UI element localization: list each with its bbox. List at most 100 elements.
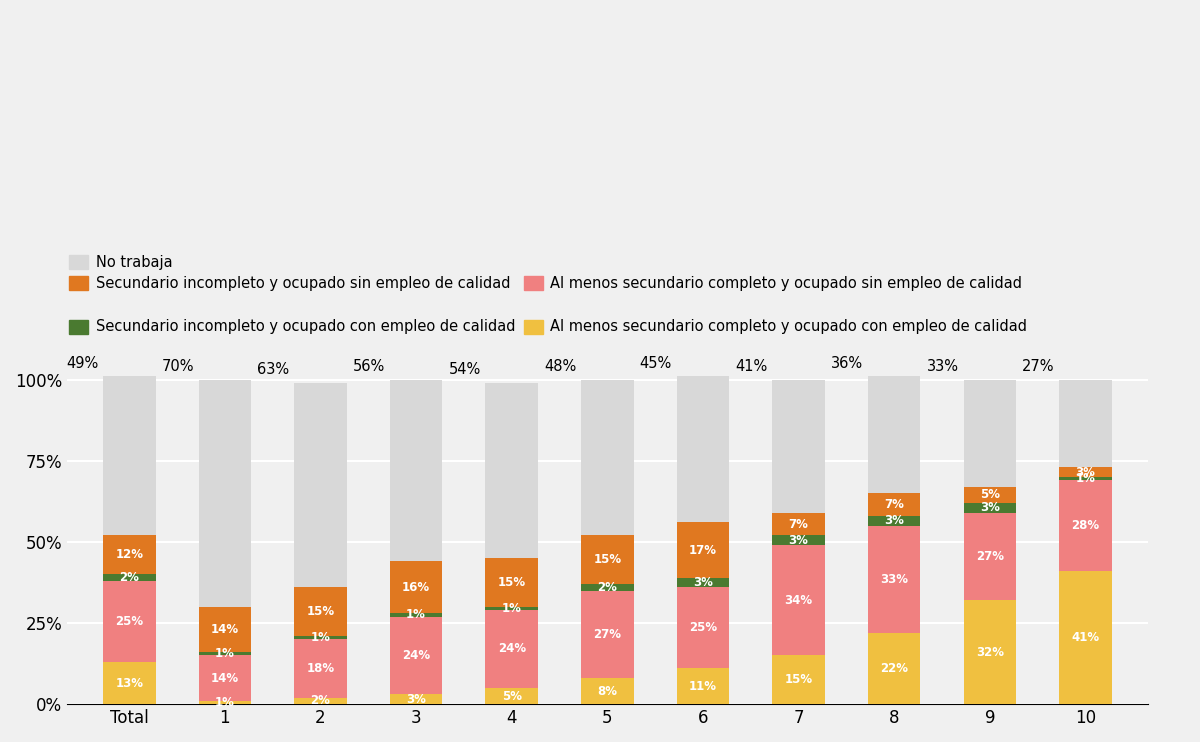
Text: 5%: 5% (502, 689, 522, 703)
Bar (773, 655, 824, 704)
Bar (486, 610, 538, 688)
Bar (677, 577, 730, 588)
Bar (390, 614, 443, 617)
Text: 2%: 2% (311, 695, 330, 707)
Bar (198, 655, 251, 701)
Bar (773, 545, 824, 655)
Bar (103, 574, 156, 581)
Bar (964, 513, 1016, 600)
Bar (868, 526, 920, 633)
Bar (1060, 571, 1111, 704)
Text: 7%: 7% (788, 518, 809, 531)
Bar (964, 600, 1016, 704)
Text: 2%: 2% (598, 581, 617, 594)
Text: 17%: 17% (689, 544, 716, 556)
Bar (581, 584, 634, 591)
Text: 36%: 36% (832, 355, 863, 371)
Text: 1%: 1% (406, 608, 426, 622)
Bar (964, 487, 1016, 503)
Text: 34%: 34% (785, 594, 812, 607)
Bar (486, 688, 538, 704)
Bar (677, 376, 730, 522)
Bar (964, 503, 1016, 513)
Text: 2%: 2% (119, 571, 139, 584)
Text: 5%: 5% (980, 488, 1000, 502)
Bar (103, 662, 156, 704)
Text: 24%: 24% (402, 649, 430, 662)
Bar (677, 522, 730, 577)
Text: 22%: 22% (881, 662, 908, 675)
Text: 41%: 41% (736, 359, 768, 374)
Text: 25%: 25% (115, 615, 143, 628)
Bar (103, 581, 156, 662)
Text: 33%: 33% (881, 573, 908, 585)
Bar (964, 380, 1016, 487)
Bar (868, 493, 920, 516)
Text: 14%: 14% (211, 672, 239, 685)
Text: 3%: 3% (980, 502, 1000, 514)
Bar (868, 633, 920, 704)
Bar (198, 380, 251, 607)
Bar (868, 376, 920, 493)
Text: 15%: 15% (785, 673, 812, 686)
Bar (198, 701, 251, 704)
Text: 16%: 16% (402, 581, 430, 594)
Bar (1060, 380, 1111, 467)
Text: 70%: 70% (161, 359, 194, 374)
Bar (773, 513, 824, 536)
Text: 41%: 41% (1072, 631, 1099, 644)
Bar (581, 536, 634, 584)
Text: 13%: 13% (115, 677, 143, 689)
Bar (486, 558, 538, 607)
Text: 1%: 1% (215, 647, 235, 660)
Text: 32%: 32% (976, 646, 1004, 659)
Text: 1%: 1% (215, 696, 235, 709)
Bar (581, 380, 634, 536)
Bar (294, 636, 347, 640)
Bar (294, 640, 347, 697)
Bar (677, 588, 730, 669)
Text: 1%: 1% (502, 602, 522, 615)
Bar (198, 652, 251, 655)
Text: 1%: 1% (311, 631, 330, 644)
Bar (486, 607, 538, 610)
Bar (1060, 477, 1111, 480)
Bar (198, 607, 251, 652)
Text: 1%: 1% (1075, 472, 1096, 485)
Bar (390, 617, 443, 695)
Text: 27%: 27% (1022, 359, 1055, 374)
Text: 63%: 63% (257, 362, 289, 377)
Bar (294, 588, 347, 636)
Text: 27%: 27% (593, 628, 622, 641)
Bar (773, 380, 824, 513)
Text: 8%: 8% (598, 685, 617, 697)
Bar (103, 536, 156, 574)
Text: 3%: 3% (406, 693, 426, 706)
Text: 28%: 28% (1072, 519, 1099, 532)
Text: 33%: 33% (926, 359, 959, 374)
Text: 15%: 15% (593, 554, 622, 566)
Bar (773, 536, 824, 545)
Bar (581, 678, 634, 704)
Bar (294, 383, 347, 588)
Legend: No trabaja, Secundario incompleto y ocupado sin empleo de calidad, , Secundario : No trabaja, Secundario incompleto y ocup… (64, 249, 1033, 341)
Text: 27%: 27% (976, 550, 1004, 563)
Text: 3%: 3% (1075, 466, 1096, 479)
Bar (390, 380, 443, 562)
Bar (390, 562, 443, 614)
Bar (390, 695, 443, 704)
Text: 45%: 45% (640, 355, 672, 371)
Text: 3%: 3% (788, 533, 809, 547)
Bar (1060, 467, 1111, 477)
Bar (294, 697, 347, 704)
Text: 48%: 48% (544, 359, 576, 374)
Bar (103, 376, 156, 536)
Text: 15%: 15% (306, 605, 335, 618)
Text: 54%: 54% (449, 362, 481, 377)
Text: 49%: 49% (66, 355, 98, 371)
Text: 25%: 25% (689, 621, 718, 634)
Text: 3%: 3% (884, 514, 904, 528)
Bar (868, 516, 920, 526)
Text: 12%: 12% (115, 548, 143, 562)
Text: 18%: 18% (306, 662, 335, 675)
